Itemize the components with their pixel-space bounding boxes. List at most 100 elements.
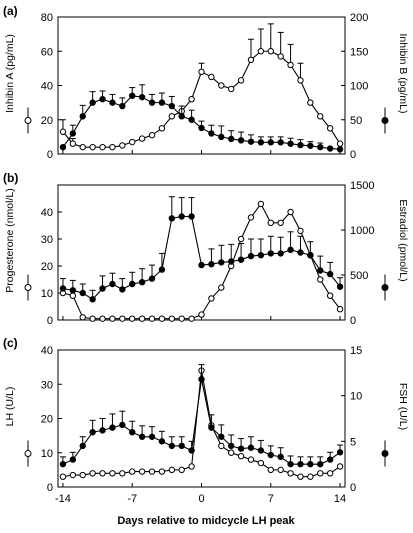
panel-a-series-1-point bbox=[79, 113, 86, 120]
panel-a-series-1-point bbox=[99, 96, 106, 103]
panel-a-right-tick-label: 50 bbox=[350, 115, 362, 127]
panel-c-series-1-point bbox=[168, 442, 176, 450]
panel-b-series-1-point bbox=[257, 252, 265, 259]
panel-c-series-1-point bbox=[69, 456, 77, 463]
panel-c-series-0-point bbox=[119, 470, 126, 477]
panel-c-series-1-point bbox=[99, 427, 106, 434]
panel-a-series-0-point bbox=[257, 48, 265, 55]
panel-c-chart: 0 10 20 30 40 0 5 10 15 -14 -7 0 7 14 LH (U/L) FSH (U/L… bbox=[4, 345, 409, 505]
panel-a-series-1-point bbox=[148, 99, 156, 106]
panel-b-series-0-point bbox=[129, 315, 136, 322]
panel-b-series-1-point bbox=[218, 259, 225, 266]
panel-c-series-0-point bbox=[148, 468, 156, 475]
panel-c-series-1-point bbox=[208, 424, 215, 431]
panel-c-series-0-point bbox=[267, 466, 274, 474]
panel-c-series-0-point bbox=[168, 466, 176, 474]
panel-c-series-1-point bbox=[158, 438, 166, 445]
panel-b-series-1-point bbox=[287, 246, 294, 254]
panel-b-series-1-point bbox=[227, 258, 235, 265]
x-tick-label: 7 bbox=[268, 493, 274, 505]
panel-a-series-1-point bbox=[168, 102, 176, 110]
panel-a-series-1-point bbox=[119, 102, 126, 110]
panel-a-chart: 0 20 40 60 80 0 50 100 150 200 Inhibin A (pg/mL) In… bbox=[4, 12, 409, 161]
panel-b-left-tick-label: 10 bbox=[41, 288, 53, 300]
panel-b-series-0-point bbox=[188, 315, 195, 322]
panel-c-right-legend-marker bbox=[381, 450, 389, 457]
panel-c-series-0-point bbox=[307, 473, 314, 480]
panel-b-series-1-point bbox=[277, 250, 284, 257]
panel-c-series-0-point bbox=[79, 471, 86, 479]
panel-a-right-tick-label: 150 bbox=[350, 46, 368, 58]
panel-b-left-tick-label: 0 bbox=[47, 315, 53, 327]
panel-c-right-axis-title: FSH (U/L) bbox=[397, 383, 409, 430]
panel-c-series-1-point bbox=[59, 460, 67, 468]
panel-a-series-0-point bbox=[138, 135, 146, 142]
panel-b-chart: 0 10 20 30 40 0 500 1000 1500 Progesterone (nmol/… bbox=[4, 180, 409, 327]
panel-a-series-1-point bbox=[59, 143, 67, 151]
panel-c-series-0-point bbox=[59, 473, 67, 480]
panel-c-series-0-point bbox=[287, 470, 294, 477]
panel-a-series-0-point bbox=[79, 143, 86, 151]
panel-a-series-1-point bbox=[247, 138, 255, 145]
panel-c-series-1-point bbox=[129, 429, 136, 436]
panel-c-series-0-point bbox=[89, 470, 96, 477]
panel-a-series-1-point bbox=[227, 135, 235, 143]
panel-a-series-1-point bbox=[218, 133, 225, 141]
panel-c-series-0-point bbox=[227, 449, 235, 456]
panel-a-series-1-point bbox=[69, 130, 77, 137]
panel-c-series-1-point bbox=[297, 460, 304, 468]
panel-a-series-0-point bbox=[287, 61, 294, 69]
panel-a-series-1-point bbox=[267, 139, 274, 146]
panel-c-series-0-point bbox=[297, 473, 304, 480]
panel-b-series-0-point bbox=[277, 219, 284, 227]
panel-b-right-axis-title: Estradiol (pmol/L) bbox=[397, 199, 409, 281]
panel-b-series-0-point bbox=[158, 315, 166, 322]
panel-b-series-0-point bbox=[148, 315, 156, 322]
panel-c-right-tick-label: 5 bbox=[350, 436, 356, 448]
panel-c-series-1-point bbox=[326, 456, 334, 463]
panel-c-right-tick-label: 10 bbox=[350, 391, 362, 403]
panel-c-series-0-point bbox=[69, 471, 77, 479]
panel-a-series-0-point bbox=[119, 142, 126, 149]
panel-b-series-1-point bbox=[297, 249, 304, 256]
panel-a-left-tick-label: 20 bbox=[41, 115, 53, 127]
panel-b-series-0-point bbox=[208, 295, 215, 302]
panel-a-series-0-point bbox=[317, 113, 324, 120]
panel-b-series-1-point bbox=[99, 285, 106, 292]
panel-a-label: (a) bbox=[3, 4, 18, 18]
panel-a-series-0-point bbox=[208, 73, 215, 81]
panel-c-left-tick-label: 10 bbox=[41, 448, 53, 460]
panel-c-series-0-line bbox=[62, 370, 341, 478]
panel-a-frame bbox=[57, 16, 346, 155]
panel-b-series-0-point bbox=[198, 311, 205, 318]
panel-c-series-1-point bbox=[109, 424, 116, 431]
panel-a-series-0-point bbox=[188, 96, 195, 103]
panel-b-series-0-point bbox=[247, 214, 255, 221]
panel-c-series-1-line bbox=[62, 379, 341, 465]
panel-b-series-1-point bbox=[307, 252, 314, 259]
panel-a-series-0-point bbox=[129, 138, 136, 146]
panel-b-right-tick-label: 0 bbox=[350, 315, 356, 327]
panel-b-series-1-point bbox=[89, 296, 96, 303]
panel-b-series-1-point bbox=[168, 215, 176, 222]
panel-b-series-1-point bbox=[267, 250, 274, 257]
panel-c-series-0-point bbox=[277, 466, 284, 474]
panel-a-series-0-point bbox=[69, 140, 77, 147]
panel-b-series-1-point bbox=[109, 280, 116, 288]
panel-a-right-legend-marker bbox=[381, 117, 389, 124]
panel-c-right-tick-label: 15 bbox=[350, 345, 362, 357]
panel-b-series-0-line bbox=[62, 202, 341, 320]
panel-a-series-1-point bbox=[138, 93, 146, 101]
panel-a-series-0-point bbox=[99, 143, 106, 151]
panel-c-series-0-point bbox=[158, 468, 166, 475]
panel-c-series-0-point bbox=[188, 463, 195, 470]
panel-b-series-1-point bbox=[326, 270, 334, 278]
panel-b-series-0-point bbox=[257, 200, 265, 208]
panel-a-series-0-point bbox=[297, 77, 304, 84]
panel-b-right-legend-marker bbox=[381, 284, 389, 291]
panel-c-series-1-point bbox=[317, 460, 324, 468]
panel-a-series-0-point bbox=[336, 140, 344, 147]
panel-b-series-0-point bbox=[326, 292, 334, 299]
panel-b-series-0-point bbox=[79, 314, 86, 321]
panel-a-series-1-point bbox=[178, 113, 185, 120]
